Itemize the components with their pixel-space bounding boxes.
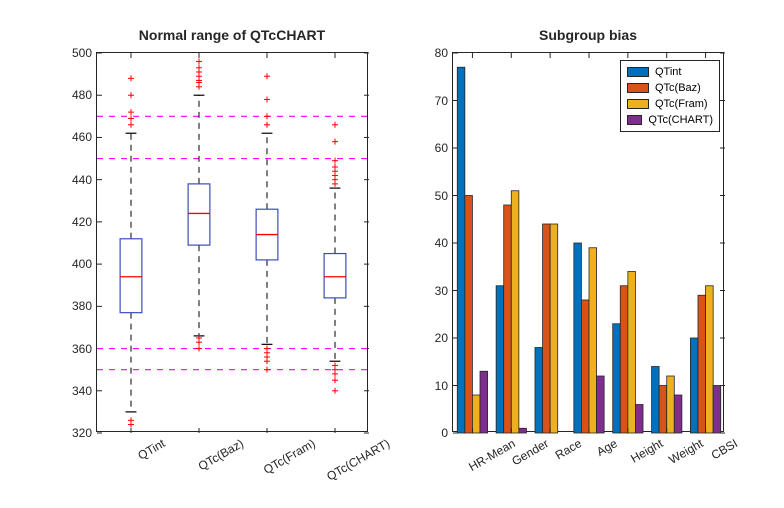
xtick-label: Height [625,431,665,466]
legend-item: QTint [627,65,713,79]
legend-label: QTc(Fram) [655,98,708,110]
barchart-title: Subgroup bias [453,27,723,43]
legend-swatch [627,99,649,109]
boxplot-panel: Normal range of QTcCHART 320340360380400… [96,52,368,432]
legend-swatch [627,83,649,93]
ytick-label: 30 [435,284,453,298]
ytick-label: 340 [72,384,97,398]
xtick-label: QTc(CHART) [321,431,392,484]
legend: QTint QTc(Baz) QTc(Fram) QTc(CHART) [620,60,720,132]
ytick-label: 60 [435,141,453,155]
ytick-label: 480 [72,88,97,102]
ytick-label: 40 [435,236,453,250]
ytick-label: 20 [435,331,453,345]
figure: Normal range of QTcCHART 320340360380400… [0,0,784,508]
xtick-label: Age [591,431,619,459]
ytick-label: 50 [435,189,453,203]
legend-item: QTc(Baz) [627,81,713,95]
ytick-label: 460 [72,130,97,144]
legend-swatch [627,115,642,125]
ytick-label: 500 [72,46,97,60]
legend-swatch [627,67,649,77]
ytick-label: 420 [72,215,97,229]
xtick-label: Weight [663,431,705,467]
ytick-label: 440 [72,173,97,187]
ytick-label: 360 [72,342,97,356]
legend-label: QTc(Baz) [655,82,701,94]
xtick-label: QTc(Baz) [193,431,246,473]
xtick-label: QTc(Fram) [258,431,318,477]
ytick-label: 80 [435,46,453,60]
boxplot-title: Normal range of QTcCHART [97,27,367,43]
xtick-label: QTint [132,431,167,463]
xtick-label: Race [550,431,584,462]
ytick-label: 320 [72,426,97,440]
ytick-label: 0 [441,426,453,440]
xtick-label: CBSI [705,431,739,462]
legend-label: QTint [655,66,682,78]
xtick-label: Gender [507,431,552,468]
legend-item: QTc(Fram) [627,97,713,111]
ytick-label: 70 [435,94,453,108]
ytick-label: 400 [72,257,97,271]
ytick-label: 380 [72,299,97,313]
legend-item: QTc(CHART) [627,113,713,127]
boxplot-svg [97,53,369,433]
legend-label: QTc(CHART) [648,114,713,126]
ytick-label: 10 [435,379,453,393]
